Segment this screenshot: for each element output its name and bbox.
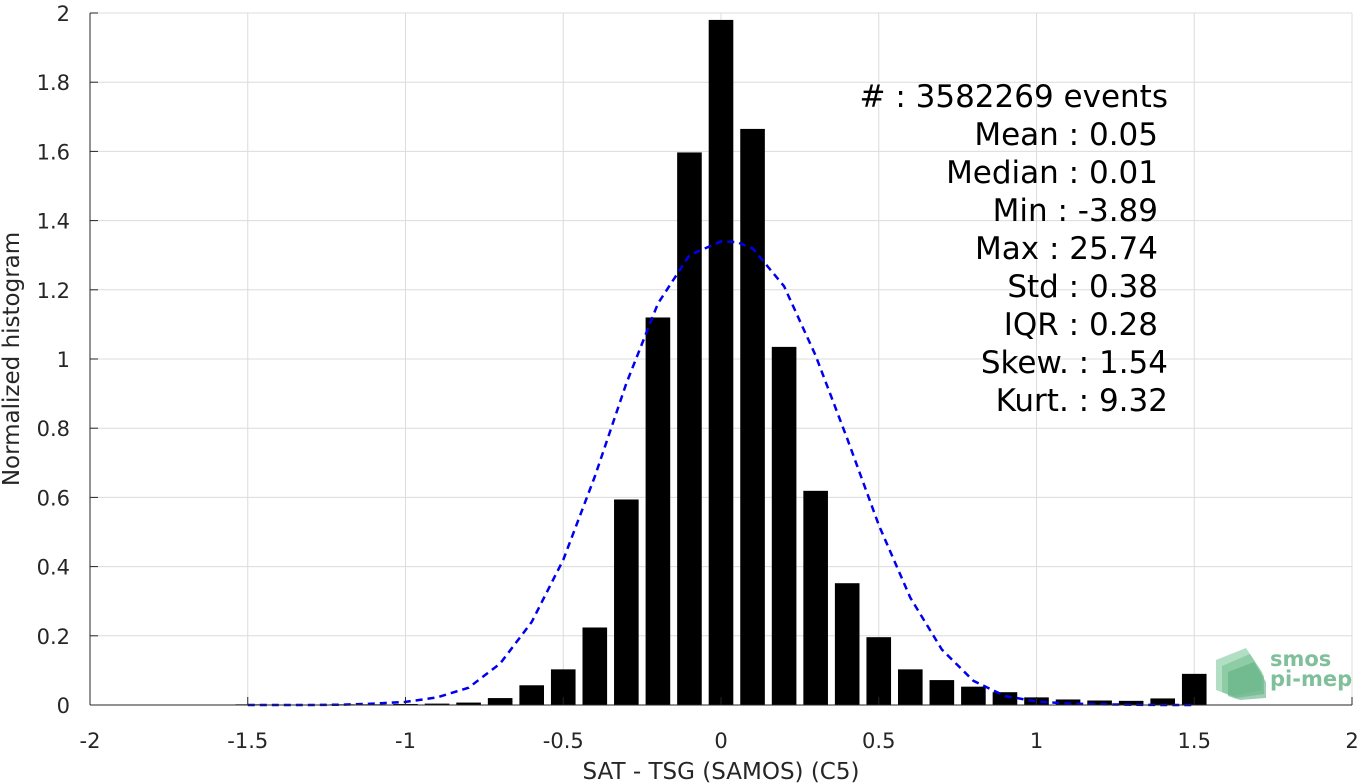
stat-line: Median : 0.01 <box>946 155 1158 191</box>
y-tick-label: 1.2 <box>37 279 70 303</box>
stat-line: Kurt. : 9.32 <box>996 383 1168 419</box>
histogram-bars <box>235 19 1207 706</box>
y-tick-label: 0 <box>57 694 70 718</box>
histogram-bar <box>424 703 450 705</box>
histogram-bar <box>1118 700 1144 705</box>
histogram-bar <box>1055 699 1081 705</box>
x-tick-label: -1 <box>395 729 416 753</box>
histogram-bar <box>487 698 513 705</box>
stat-line: Mean : 0.05 <box>974 117 1158 153</box>
y-tick-label: 0.6 <box>37 486 70 510</box>
histogram-bar <box>834 583 860 705</box>
logo-text-line2: pi-mep <box>1270 667 1352 691</box>
x-tick-label: -1.5 <box>227 729 268 753</box>
x-tick-label: -0.5 <box>543 729 584 753</box>
stat-line: IQR : 0.28 <box>1004 307 1158 343</box>
histogram-bar <box>897 669 923 705</box>
stat-line: Skew. : 1.54 <box>981 345 1168 381</box>
histogram-bar <box>1150 698 1176 705</box>
histogram-bar <box>582 627 608 705</box>
y-tick-label: 1.4 <box>37 210 70 234</box>
x-tick-label: -2 <box>80 729 101 753</box>
y-tick-label: 1.6 <box>37 140 70 164</box>
x-tick-label: 1 <box>1030 729 1043 753</box>
plot-axes <box>89 12 1353 706</box>
histogram-bar <box>992 692 1018 705</box>
histogram-bar <box>740 128 765 705</box>
stat-line: Std : 0.38 <box>1007 269 1158 305</box>
y-tick-label: 2 <box>57 2 70 26</box>
histogram-bar <box>929 680 955 705</box>
x-axis-label: SAT - TSG (SAMOS) (C5) <box>583 759 860 784</box>
histogram-bar <box>1087 700 1112 705</box>
logo-text-line1: smos <box>1270 647 1331 671</box>
histogram-bar <box>803 490 828 705</box>
x-tick-label: 0 <box>714 729 727 753</box>
histogram-bar <box>456 702 481 705</box>
y-axis-label: Normalized histogram <box>0 232 25 486</box>
histogram-bar <box>866 637 892 705</box>
histogram-bar <box>677 152 702 706</box>
stat-line: # : 3582269 events <box>860 79 1169 115</box>
histogram-bar <box>614 499 639 705</box>
histogram-bar <box>708 19 734 706</box>
x-tick-label: 1.5 <box>1178 729 1211 753</box>
y-tick-label: 0.8 <box>37 417 70 441</box>
stat-line: Min : -3.89 <box>993 193 1158 229</box>
x-tick-labels: -2 -1.5 -1 -0.5 0 0.5 1 1.5 2 <box>80 729 1359 753</box>
y-tick-label: 0.2 <box>37 625 70 649</box>
y-tick-labels: 0 0.2 0.4 0.6 0.8 1 1.2 1.4 1.6 1.8 2 <box>37 2 70 718</box>
y-tick-label: 0.4 <box>37 556 70 580</box>
stat-line: Max : 25.74 <box>975 231 1158 267</box>
histogram-bar <box>961 686 986 705</box>
gaussian-fit-curve <box>247 240 1195 707</box>
smos-pi-mep-logo: smos pi-mep <box>1216 647 1352 700</box>
y-tick-label: 1 <box>57 348 70 372</box>
histogram-bar <box>771 346 797 705</box>
histogram-bar <box>519 685 545 705</box>
histogram-bar <box>645 317 671 705</box>
x-tick-label: 0.5 <box>862 729 895 753</box>
logo-mark-icon <box>1216 648 1266 700</box>
y-tick-label: 1.8 <box>37 71 70 95</box>
x-tick-label: 2 <box>1345 729 1358 753</box>
